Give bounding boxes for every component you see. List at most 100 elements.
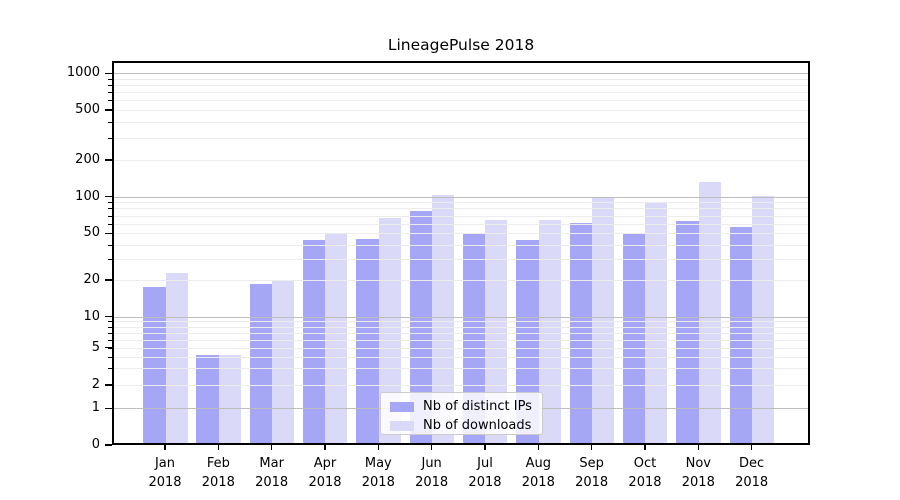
x-tick-mark: [697, 445, 700, 450]
major-gridline: [114, 316, 808, 318]
major-gridline: [114, 196, 808, 198]
x-tick-mark: [484, 445, 486, 450]
x-tick-label-year: 2018: [415, 475, 449, 490]
y-minor-tick-mark: [108, 259, 112, 261]
x-tick-label: Aug 2018: [506, 454, 570, 492]
y-tick-label: 5: [91, 339, 100, 355]
y-tick-label: 1: [91, 400, 100, 416]
y-minor-tick-mark: [108, 347, 112, 349]
bar-distinct-ips-dec: [729, 227, 753, 443]
bar-downloads-mar: [272, 280, 295, 443]
y-minor-tick-mark: [108, 137, 112, 139]
x-tick-mark: [537, 445, 540, 450]
x-tick-label-year: 2018: [521, 475, 555, 490]
x-tick-label-month: Jan: [154, 456, 176, 471]
x-tick-label-month: May: [364, 456, 392, 471]
minor-gridline: [114, 78, 808, 80]
legend-item-downloads: Nb of downloads: [390, 417, 542, 434]
x-tick-label-year: 2018: [575, 475, 609, 490]
x-tick-mark: [270, 445, 273, 450]
minor-gridline: [114, 321, 808, 323]
bar-downloads-oct: [645, 202, 668, 443]
legend: Nb of distinct IPs Nb of downloads: [380, 392, 543, 435]
y-tick-mark: [105, 315, 112, 318]
x-tick-label-year: 2018: [308, 475, 342, 490]
x-tick-label-year: 2018: [735, 475, 769, 490]
minor-gridline: [114, 347, 808, 349]
y-minor-tick-mark: [108, 233, 112, 235]
x-tick-label: Jul 2018: [453, 454, 517, 492]
minor-gridline: [114, 110, 808, 111]
x-tick-label: Oct 2018: [613, 454, 677, 492]
y-minor-tick-mark: [108, 326, 112, 328]
y-tick-mark: [105, 109, 112, 111]
y-minor-tick-mark: [108, 356, 112, 358]
y-tick-label: 10: [83, 308, 100, 324]
x-tick-label: Jun 2018: [400, 454, 464, 492]
minor-gridline: [114, 100, 808, 102]
x-tick-label-year: 2018: [148, 475, 182, 490]
bar-distinct-ips-nov: [676, 220, 699, 443]
y-tick-label: 200: [75, 152, 100, 167]
y-tick-label: 1000: [66, 65, 100, 81]
x-tick-label-year: 2018: [628, 475, 662, 490]
x-tick-mark: [217, 445, 220, 450]
x-tick-label-month: Nov: [685, 456, 711, 471]
minor-gridline: [114, 85, 808, 87]
bar-downloads-jun: [432, 194, 455, 443]
y-tick-label: 50: [83, 225, 100, 241]
minor-gridline: [114, 259, 808, 261]
bar-distinct-ips-oct: [622, 233, 646, 443]
y-tick-mark: [105, 279, 112, 281]
bar-downloads-feb: [218, 354, 241, 443]
bar-distinct-ips-jul: [462, 234, 486, 443]
y-minor-tick-mark: [108, 244, 112, 246]
y-minor-tick-mark: [108, 332, 112, 334]
minor-gridline: [114, 223, 808, 225]
y-minor-tick-mark: [108, 385, 112, 386]
y-minor-tick-mark: [108, 223, 112, 225]
legend-swatch-downloads: [390, 420, 414, 431]
minor-gridline: [114, 356, 808, 358]
y-tick-mark: [105, 72, 112, 75]
y-minor-tick-mark: [108, 92, 112, 94]
major-gridline: [114, 73, 808, 75]
minor-gridline: [114, 244, 808, 246]
y-tick-label: 0: [91, 437, 100, 452]
x-tick-label-month: Aug: [525, 456, 551, 471]
x-tick-mark: [644, 445, 646, 450]
gridlines-layer: [114, 63, 808, 443]
y-minor-tick-mark: [108, 110, 112, 111]
x-tick-label-year: 2018: [201, 475, 235, 490]
y-tick-mark: [105, 195, 112, 198]
bar-distinct-ips-mar: [249, 283, 273, 443]
x-tick-label: Dec 2018: [720, 454, 784, 492]
x-tick-label-year: 2018: [255, 475, 289, 490]
chart-title: LineagePulse 2018: [387, 36, 535, 54]
x-tick-label-year: 2018: [361, 475, 395, 490]
y-tick-label: 2: [91, 377, 100, 392]
minor-gridline: [114, 326, 808, 328]
x-tick-label-year: 2018: [468, 475, 502, 490]
x-tick-label: Mar 2018: [240, 454, 304, 492]
x-tick-label-month: Jul: [477, 456, 493, 471]
legend-swatch-distinct-ips: [390, 401, 414, 412]
x-tick-mark: [324, 445, 326, 450]
x-tick-label-year: 2018: [681, 475, 715, 490]
bar-downloads-dec: [752, 196, 775, 443]
x-tick-label: May 2018: [346, 454, 410, 492]
x-tick-mark: [377, 445, 380, 450]
plot-area: Nb of distinct IPs Nb of downloads: [112, 61, 810, 445]
x-tick-label-month: Oct: [633, 456, 657, 471]
bar-distinct-ips-apr: [302, 240, 326, 443]
legend-item-distinct-ips: Nb of distinct IPs: [390, 398, 542, 415]
bar-downloads-jul: [485, 219, 508, 443]
bar-distinct-ips-may: [356, 239, 379, 443]
y-minor-tick-mark: [108, 85, 112, 87]
x-tick-label-month: Dec: [739, 456, 765, 471]
minor-gridline: [114, 122, 808, 124]
minor-gridline: [114, 160, 808, 161]
y-minor-tick-mark: [108, 208, 112, 210]
y-tick-mark: [105, 444, 112, 446]
